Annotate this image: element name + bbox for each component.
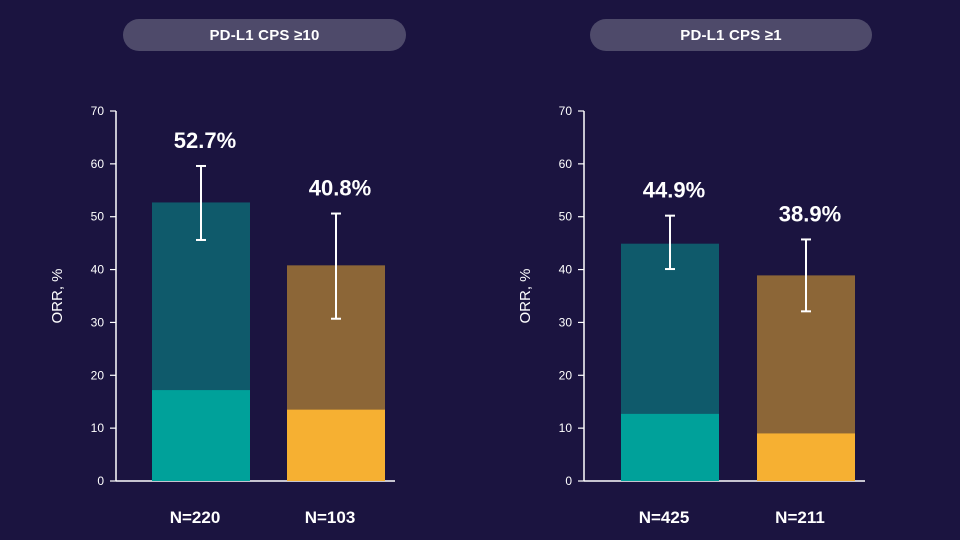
chart-title-cps10: PD-L1 CPS ≥10 <box>123 19 406 51</box>
y-tick-label-cps10: 0 <box>97 474 104 488</box>
y-tick-label-cps10: 20 <box>91 368 105 382</box>
y-tick-label-cps10: 30 <box>91 315 105 329</box>
value-label-cps10-0: 52.7% <box>174 128 236 153</box>
bar-lower-segment-cps1-1 <box>757 433 855 481</box>
n-label-cps10-1: N=103 <box>305 508 356 527</box>
n-label-cps1-1: N=211 <box>775 508 825 527</box>
n-label-cps10-0: N=220 <box>170 508 221 527</box>
chart-title-cps1: PD-L1 CPS ≥1 <box>590 19 872 51</box>
y-tick-label-cps10: 50 <box>91 210 105 224</box>
y-tick-label-cps10: 40 <box>91 263 105 277</box>
y-tick-label-cps10: 70 <box>91 104 105 118</box>
bar-lower-segment-cps1-0 <box>621 413 719 481</box>
y-tick-label-cps10: 10 <box>91 421 105 435</box>
y-tick-label-cps1: 30 <box>559 315 573 329</box>
value-label-cps1-1: 38.9% <box>779 201 841 226</box>
n-label-cps1-0: N=425 <box>639 508 690 527</box>
bar-lower-segment-cps10-0 <box>152 390 250 481</box>
value-label-cps1-0: 44.9% <box>643 178 705 203</box>
bar-lower-segment-cps10-1 <box>287 409 385 481</box>
y-tick-label-cps1: 20 <box>559 368 573 382</box>
y-tick-label-cps10: 60 <box>91 157 105 171</box>
y-tick-label-cps1: 70 <box>559 104 573 118</box>
y-axis-title-cps10: ORR, % <box>49 268 66 323</box>
y-tick-label-cps1: 60 <box>559 157 573 171</box>
value-label-cps10-1: 40.8% <box>309 176 371 201</box>
y-axis-title-cps1: ORR, % <box>517 268 534 323</box>
y-tick-label-cps1: 0 <box>565 474 572 488</box>
y-tick-label-cps1: 50 <box>559 210 573 224</box>
y-tick-label-cps1: 10 <box>559 421 573 435</box>
y-tick-label-cps1: 40 <box>559 263 573 277</box>
